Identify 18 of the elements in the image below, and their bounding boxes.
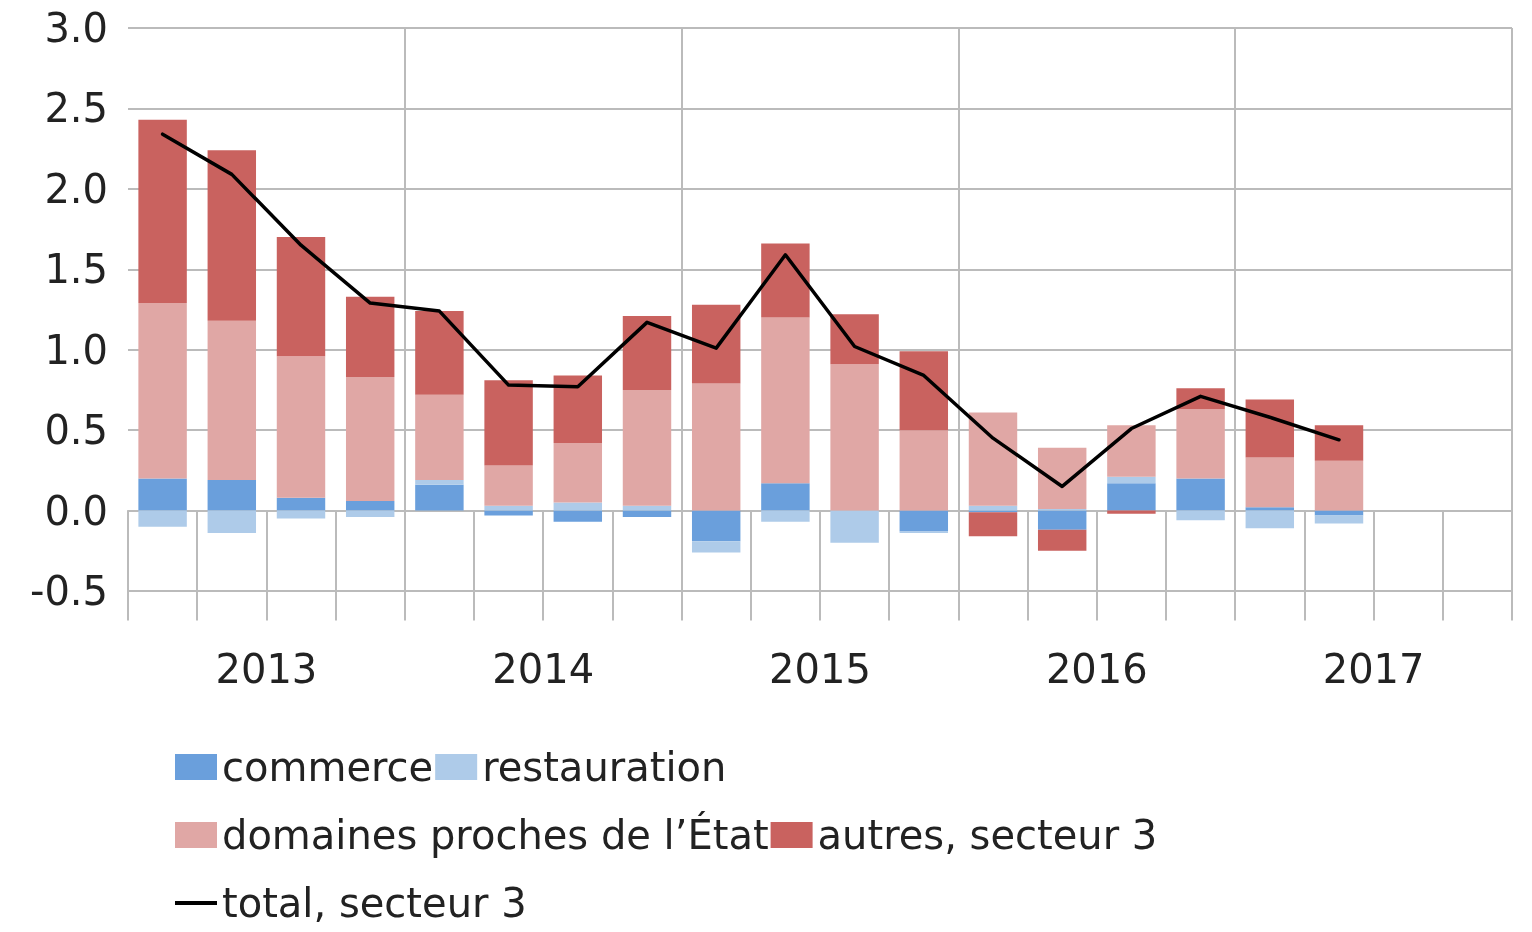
- legend-label: restauration: [482, 744, 727, 790]
- text: 2015: [769, 646, 871, 692]
- y-tick-label: -0.5: [29, 568, 108, 614]
- legend-label: total, secteur 3: [222, 880, 527, 926]
- text: 2017: [1322, 646, 1425, 692]
- y-tick-label: 3.0: [44, 5, 108, 51]
- y-tick-label: 0.5: [44, 407, 108, 454]
- y-tick-label: 2.0: [44, 165, 108, 212]
- y-tick-label: 1.5: [44, 246, 108, 293]
- text: 2013: [215, 646, 318, 692]
- text: 2014: [492, 646, 595, 692]
- y-tick-label: 2.5: [44, 85, 108, 132]
- y-tick-label: 0.0: [44, 487, 108, 534]
- legend-label: commerce: [222, 744, 434, 790]
- legend-label: domaines proches de l’État: [222, 811, 769, 858]
- y-tick-label: 1.0: [44, 326, 108, 373]
- text: 2016: [1045, 646, 1148, 692]
- legend-label: autres, secteur 3: [817, 812, 1158, 858]
